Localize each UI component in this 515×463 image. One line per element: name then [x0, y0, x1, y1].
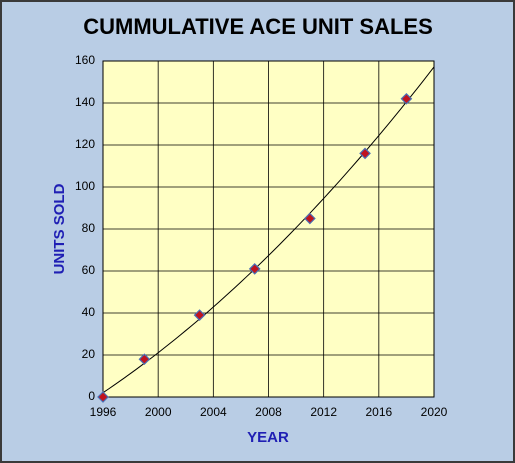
y-tick-label: 40	[82, 305, 96, 319]
data-point	[359, 147, 371, 160]
y-tick-label: 60	[82, 263, 96, 277]
y-tick-label: 0	[88, 389, 95, 403]
y-tick-label: 120	[75, 137, 95, 151]
x-tick-label: 2020	[421, 405, 448, 419]
x-tick-label: 1996	[90, 405, 117, 419]
data-point	[193, 309, 206, 321]
data-point	[400, 92, 413, 105]
x-tick-label: 2012	[310, 405, 337, 419]
plot-layer: 0 20 40 60 80 100 120 140 160 1996 2000 2004 2008 201…	[75, 53, 448, 419]
data-point	[97, 391, 109, 403]
x-tick-label: 2008	[255, 405, 282, 419]
x-axis-label: YEAR	[247, 429, 289, 446]
x-tick-label: 2004	[200, 405, 227, 419]
x-tick-label: 2000	[145, 405, 172, 419]
y-tick-label: 160	[75, 53, 95, 67]
x-tick-label: 2016	[365, 405, 392, 419]
y-tick-label: 20	[82, 347, 96, 361]
chart-title: CUMMULATIVE ACE UNIT SALES	[83, 14, 433, 39]
trendline	[102, 66, 435, 394]
y-tick-label: 80	[82, 221, 96, 235]
data-point	[138, 353, 151, 366]
data-point	[248, 263, 261, 275]
y-tick-label: 100	[75, 179, 95, 193]
y-axis-label: UNITS SOLD	[51, 183, 68, 274]
y-tick-label: 140	[75, 95, 95, 109]
data-point	[304, 212, 316, 225]
